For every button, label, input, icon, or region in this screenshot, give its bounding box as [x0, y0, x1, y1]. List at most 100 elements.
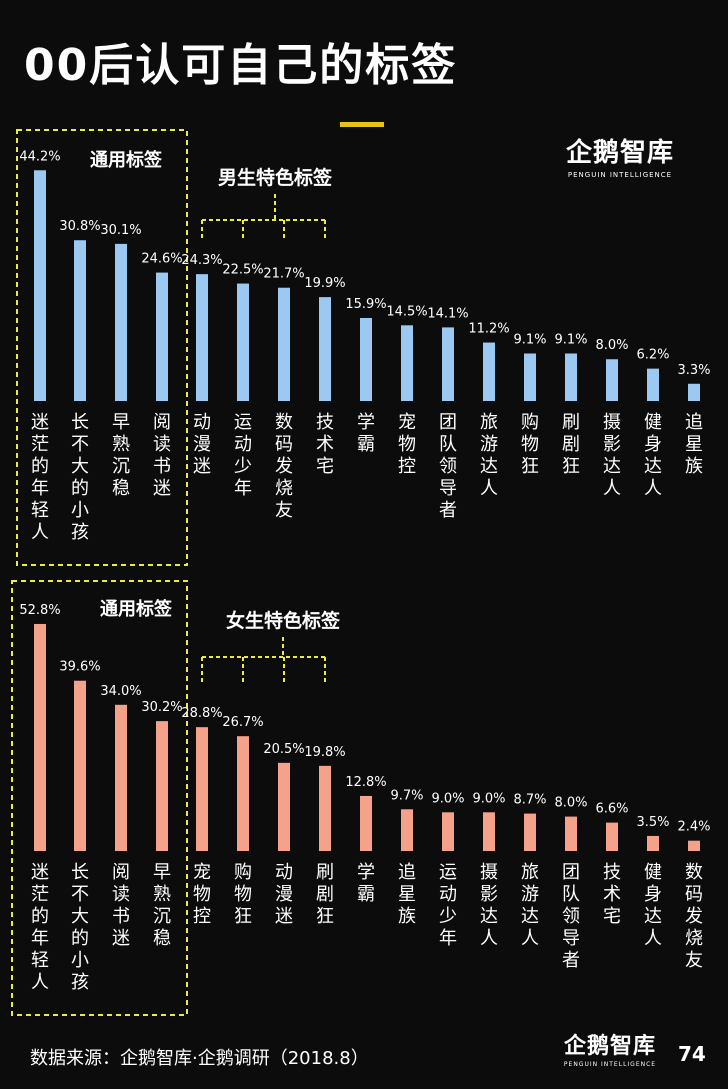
- male-value-label: 14.5%: [386, 304, 427, 319]
- logo-bottom: 企鹅智库 PENGUIN INTELLIGENCE: [556, 1036, 664, 1068]
- female-bar: [278, 762, 290, 851]
- female-bar: [196, 727, 208, 851]
- female-bar: [524, 813, 536, 851]
- logo-top: 企鹅智库 PENGUIN INTELLIGENCE: [560, 140, 680, 179]
- page-number: 74: [678, 1042, 706, 1066]
- female-value-label: 30.2%: [141, 700, 182, 715]
- page-title: 00后认可自己的标签: [24, 40, 458, 91]
- male-bar: [278, 287, 290, 401]
- female-value-label: 8.7%: [513, 793, 546, 808]
- female-bar: [483, 812, 495, 851]
- female-common-label: 通用标签: [100, 598, 173, 620]
- male-value-label: 8.0%: [595, 338, 628, 353]
- female-value-label: 3.5%: [636, 815, 669, 830]
- male-category-label: 健身达人: [644, 412, 662, 499]
- male-bar: [115, 243, 127, 401]
- male-bar: [74, 240, 86, 401]
- female-bar: [74, 680, 86, 851]
- male-bar: [360, 318, 372, 401]
- female-value-label: 12.8%: [345, 775, 386, 790]
- female-value-label: 19.8%: [304, 745, 345, 760]
- female-value-label: 34.0%: [100, 684, 141, 699]
- male-bar: [524, 353, 536, 401]
- female-bar: [360, 795, 372, 851]
- male-bar: [565, 353, 577, 401]
- female-bar: [647, 835, 659, 851]
- male-feature-label: 男生特色标签: [218, 166, 333, 189]
- male-bar: [237, 283, 249, 401]
- female-bar: [156, 721, 168, 851]
- male-bar: [156, 272, 168, 401]
- female-category-label: 旅游达人: [521, 862, 539, 949]
- female-category-label: 运动少年: [439, 862, 457, 949]
- male-bar: [34, 170, 46, 401]
- female-value-label: 28.8%: [181, 706, 222, 721]
- female-bar: [442, 812, 454, 851]
- male-category-label: 学霸: [357, 412, 375, 455]
- male-bar: [647, 368, 659, 401]
- male-value-label: 9.1%: [554, 332, 587, 347]
- male-category-label: 阅读书迷: [153, 412, 171, 499]
- male-value-label: 14.1%: [427, 306, 468, 321]
- female-category-label: 学霸: [357, 862, 375, 905]
- female-bar: [688, 840, 700, 851]
- male-category-label: 追星族: [685, 412, 703, 477]
- female-value-label: 9.7%: [390, 788, 423, 803]
- male-category-label: 宠物控: [398, 412, 416, 477]
- male-bar: [319, 297, 331, 401]
- male-value-label: 19.9%: [304, 276, 345, 291]
- male-value-label: 44.2%: [19, 149, 60, 164]
- female-value-label: 2.4%: [677, 820, 710, 835]
- female-category-label: 技术宅: [603, 862, 621, 927]
- female-bar: [319, 765, 331, 851]
- female-value-label: 6.6%: [595, 802, 628, 817]
- female-value-label: 9.0%: [431, 791, 464, 806]
- male-category-label: 长不大的小孩: [71, 412, 89, 543]
- male-category-label: 动漫迷: [193, 412, 211, 477]
- female-category-label: 数码发烧友: [685, 862, 703, 971]
- title-underline: [340, 122, 384, 127]
- male-value-label: 9.1%: [513, 332, 546, 347]
- female-bar: [565, 816, 577, 851]
- male-category-label: 运动少年: [234, 412, 252, 499]
- logo-tagline: PENGUIN INTELLIGENCE: [563, 1061, 657, 1068]
- female-bar: [115, 704, 127, 851]
- male-category-label: 技术宅: [316, 412, 334, 477]
- female-category-label: 健身达人: [644, 862, 662, 949]
- male-category-label: 数码发烧友: [275, 412, 293, 521]
- male-value-label: 24.3%: [181, 253, 222, 268]
- female-bar: [237, 736, 249, 851]
- female-bar: [34, 623, 46, 851]
- female-category-label: 早熟沉稳: [153, 862, 171, 949]
- female-category-label: 团队领导者: [562, 862, 580, 971]
- male-bar: [442, 327, 454, 401]
- male-bar: [483, 342, 495, 401]
- male-bar: [401, 325, 413, 401]
- female-category-label: 购物狂: [234, 862, 252, 927]
- female-category-label: 刷剧狂: [316, 862, 334, 927]
- male-value-label: 24.6%: [141, 252, 182, 267]
- female-feature-label: 女生特色标签: [226, 609, 341, 632]
- male-value-label: 11.2%: [468, 322, 509, 337]
- male-common-label: 通用标签: [90, 149, 163, 171]
- male-value-label: 6.2%: [636, 348, 669, 363]
- male-category-label: 迷茫的年轻人: [31, 412, 49, 543]
- logo-name: 企鹅智库: [565, 138, 674, 168]
- female-value-label: 8.0%: [554, 796, 587, 811]
- female-bar: [606, 822, 618, 851]
- female-value-label: 52.8%: [19, 603, 60, 618]
- female-bar: [401, 809, 413, 851]
- female-value-label: 39.6%: [59, 660, 100, 675]
- male-value-label: 30.8%: [59, 219, 100, 234]
- male-category-label: 摄影达人: [603, 412, 621, 499]
- female-category-label: 迷茫的年轻人: [31, 862, 49, 993]
- female-value-label: 20.5%: [263, 742, 304, 757]
- logo-tagline: PENGUIN INTELLIGENCE: [567, 171, 673, 179]
- male-bar: [688, 383, 700, 401]
- male-common-box: [16, 129, 188, 566]
- male-value-label: 22.5%: [222, 263, 263, 278]
- male-category-label: 团队领导者: [439, 412, 457, 521]
- male-value-label: 21.7%: [263, 267, 304, 282]
